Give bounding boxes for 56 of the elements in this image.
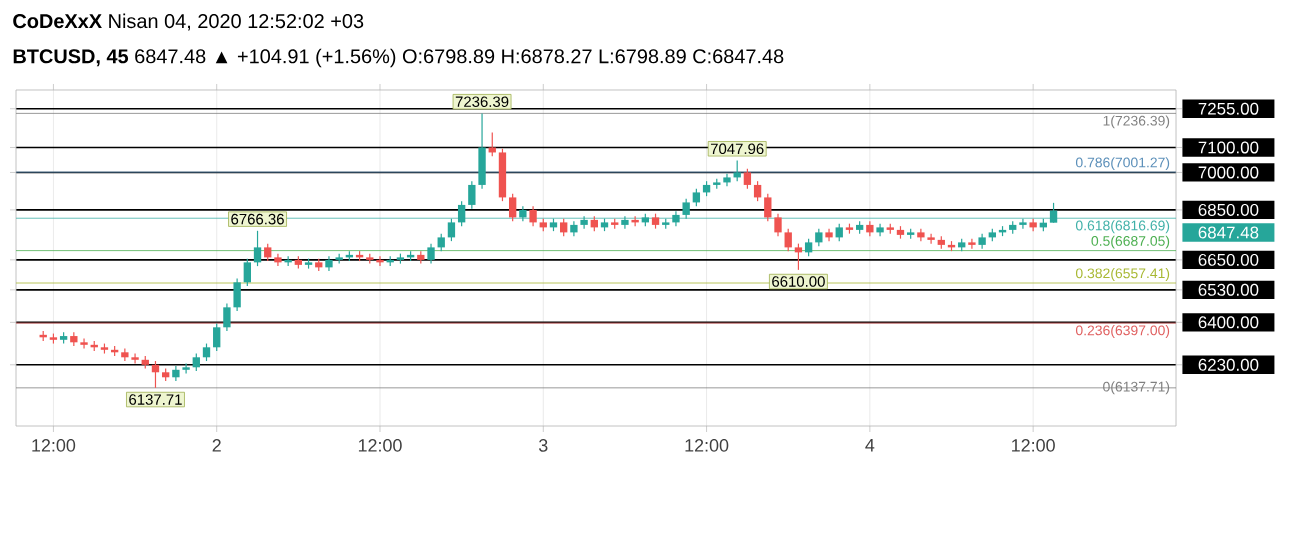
- candlestick: [243, 258, 251, 287]
- y-tick-label: 6230.00: [1198, 358, 1259, 371]
- candlestick: [682, 198, 690, 220]
- y-tick-label: 7000.00: [1198, 166, 1259, 179]
- x-tick-label: 12:00: [1012, 439, 1055, 452]
- x-tick-label: 3: [538, 439, 548, 452]
- candlestick: [723, 173, 731, 187]
- candlestick: [621, 215, 629, 230]
- y-tick-label: 7255.00: [1198, 102, 1259, 115]
- candlestick: [1049, 202, 1058, 224]
- x-tick-label: 12:00: [32, 439, 76, 452]
- candlestick: [825, 228, 833, 242]
- text: 6847.48: [1198, 226, 1259, 239]
- candlestick: [529, 205, 537, 227]
- candlestick: [488, 131, 496, 157]
- candlestick: [753, 180, 762, 202]
- candlestick: [427, 243, 435, 265]
- candlestick: [182, 362, 190, 375]
- y-tick-label: 6850.00: [1198, 203, 1259, 216]
- candlestick: [131, 352, 139, 365]
- chart-subtitle: BTCUSD, 45 6847.48 ▲ +104.91 (+1.56%) O:6798.89 H:6878.27 L:6798.89 C:6847.48: [13, 48, 784, 68]
- candlestick: [968, 238, 976, 250]
- candlestick: [764, 193, 772, 222]
- candlestick: [743, 168, 752, 190]
- candlestick: [253, 230, 262, 267]
- candlestick: [927, 233, 935, 245]
- candlestick: [733, 159, 741, 182]
- candlestick: [1029, 218, 1037, 232]
- candlestick: [457, 200, 466, 227]
- y-tick-label: 6400.00: [1198, 316, 1259, 329]
- y-tick-label: 7100.00: [1198, 141, 1259, 154]
- candlestick: [233, 278, 241, 312]
- x-tick-label: 2: [212, 439, 221, 452]
- candlestick: [80, 337, 88, 350]
- candlestick: [876, 223, 884, 237]
- candlestick: [508, 193, 517, 222]
- candlestick: [468, 180, 476, 210]
- candlestick: [794, 243, 803, 271]
- candlestick: [274, 253, 282, 267]
- y-tick-label: 6650.00: [1198, 253, 1259, 266]
- candlestick: [774, 213, 782, 237]
- candlestick: [213, 322, 221, 352]
- x-tick-label: 4: [865, 439, 875, 452]
- x-tick-label: 12:00: [685, 439, 729, 452]
- candlestick: [498, 148, 507, 202]
- candlestick: [917, 228, 925, 242]
- candlestick: [478, 112, 486, 190]
- x-tick-label: 12:00: [358, 439, 402, 452]
- candlestick: [447, 218, 456, 242]
- candlestick: [1019, 218, 1027, 230]
- candlestick: [121, 347, 129, 362]
- candlestick: [580, 215, 588, 230]
- y-tick-label: 6530.00: [1198, 283, 1259, 296]
- candlestick: [223, 302, 231, 332]
- chart-title: CoDeXxX Nisan 04, 2020 12:52:02 +03: [13, 13, 364, 31]
- candlestick: [784, 228, 792, 252]
